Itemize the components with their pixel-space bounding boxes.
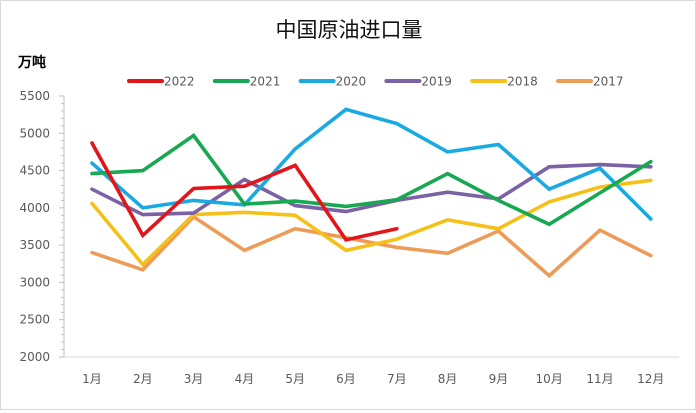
- series-line-2019: [90, 162, 653, 217]
- legend-label: 2017: [593, 75, 624, 89]
- x-tick-label: 2月: [133, 372, 153, 386]
- x-tick-label: 5月: [285, 372, 305, 386]
- legend-label: 2021: [250, 75, 281, 89]
- y-tick-label: 5000: [19, 126, 50, 140]
- series-line-2017: [90, 214, 653, 279]
- legend-item-2019[interactable]: 2019: [384, 75, 452, 89]
- y-tick-label: 2000: [19, 350, 50, 364]
- legend-item-2021[interactable]: 2021: [212, 75, 281, 89]
- legend-label: 2018: [507, 75, 538, 89]
- legend: 2022 2021 2020 2019 2018 2017: [127, 75, 624, 89]
- x-tick-label: 7月: [387, 372, 407, 386]
- y-tick-label: 5500: [19, 89, 50, 103]
- x-tick-label: 4月: [235, 372, 255, 386]
- y-tick-label: 4500: [19, 164, 50, 178]
- legend-item-2020[interactable]: 2020: [298, 75, 367, 89]
- x-tick-label: 3月: [184, 372, 204, 386]
- y-tick-label: 3500: [19, 238, 50, 252]
- x-tick-label: 8月: [438, 372, 458, 386]
- series-line-2022: [90, 141, 399, 242]
- axes: 2000 2500 3000 3500 4000 4500 5000 5500 1月 2月 3月 4月…: [19, 89, 679, 386]
- x-tick-label: 10月: [536, 372, 563, 386]
- series-layer: [90, 107, 653, 279]
- y-tick-label: 2500: [19, 313, 50, 327]
- legend-label: 2022: [164, 75, 195, 89]
- x-tick-label: 9月: [489, 372, 509, 386]
- legend-item-2022[interactable]: 2022: [127, 75, 195, 89]
- legend-item-2018[interactable]: 2018: [470, 75, 538, 89]
- series-line-2020: [90, 107, 653, 221]
- x-tick-label: 12月: [637, 372, 664, 386]
- y-tick-label: 3000: [19, 275, 50, 289]
- x-tick-label: 1月: [82, 372, 102, 386]
- series-line-2021: [90, 133, 653, 227]
- x-tick-label: 11月: [586, 372, 613, 386]
- chart-title: 中国原油进口量: [276, 18, 423, 42]
- legend-label: 2019: [421, 75, 452, 89]
- x-tick-label: 6月: [336, 372, 356, 386]
- series-line-2018: [90, 178, 653, 268]
- y-tick-label: 4000: [19, 201, 50, 215]
- legend-item-2017[interactable]: 2017: [556, 75, 624, 89]
- legend-label: 2020: [336, 75, 367, 89]
- y-axis-unit-label: 万吨: [17, 54, 46, 71]
